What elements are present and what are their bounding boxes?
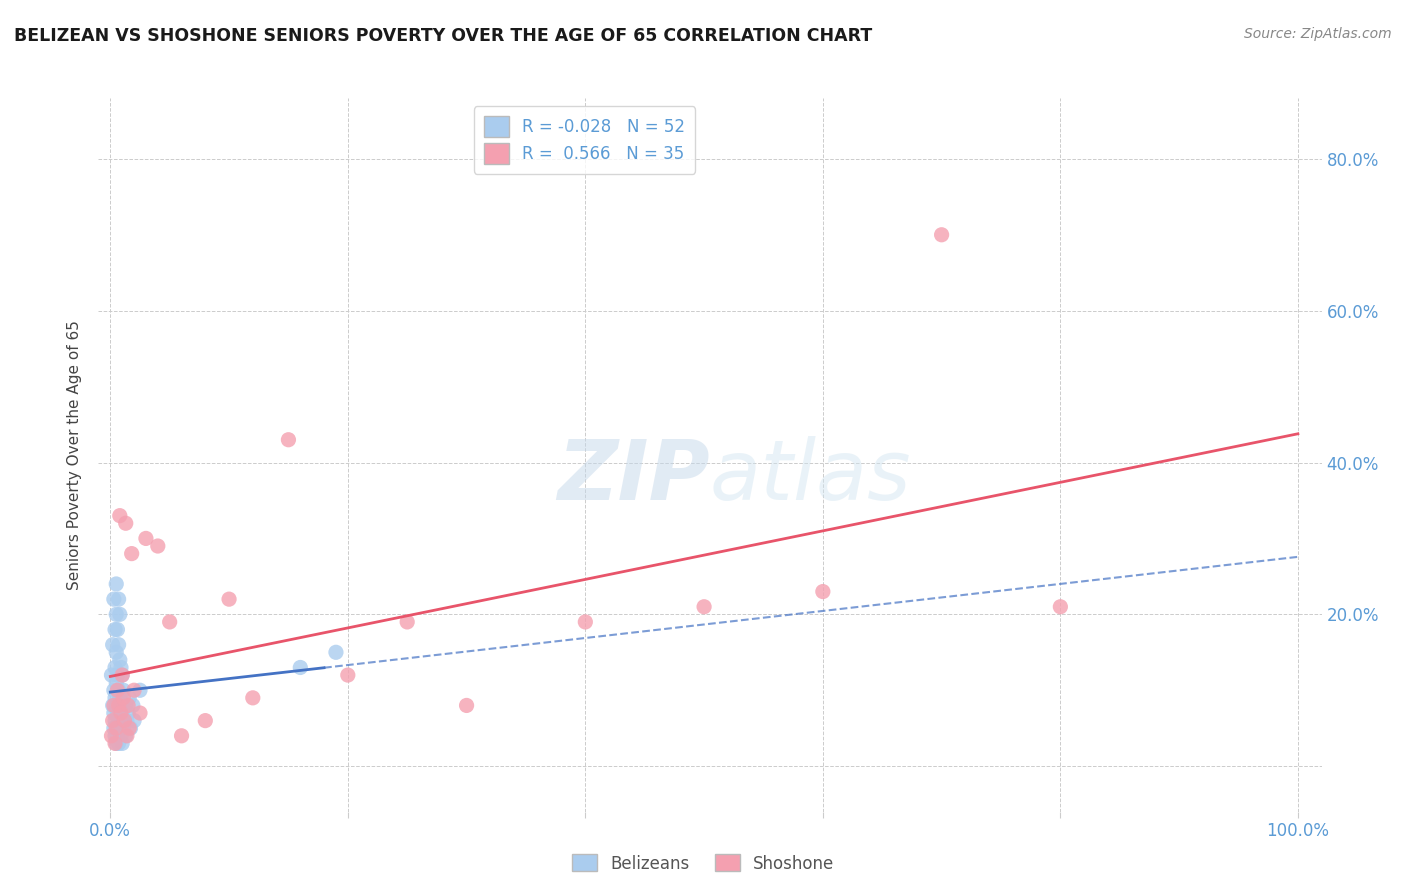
Point [103, 592, 125, 607]
Point [107, 706, 129, 720]
Point [108, 508, 131, 523]
Point [693, 599, 716, 614]
Point [104, 690, 127, 705]
Point [931, 227, 953, 242]
Point [336, 668, 359, 682]
Point [105, 721, 128, 735]
Point [118, 721, 141, 735]
Point [242, 690, 264, 705]
Point [104, 736, 127, 750]
Point [107, 623, 129, 637]
Point [1049, 599, 1071, 614]
Legend: R = -0.028   N = 52, R =  0.566   N = 35: R = -0.028 N = 52, R = 0.566 N = 35 [474, 106, 695, 174]
Point [114, 714, 136, 728]
Point [105, 607, 128, 622]
Point [117, 698, 139, 713]
Point [105, 645, 128, 659]
Point [110, 706, 132, 720]
Point [107, 638, 129, 652]
Point [114, 698, 136, 713]
Point [129, 683, 152, 698]
Point [101, 638, 124, 652]
Point [103, 698, 125, 713]
Point [107, 736, 129, 750]
Point [107, 714, 129, 728]
Point [110, 729, 132, 743]
Point [111, 668, 134, 682]
Point [111, 706, 134, 720]
Point [122, 683, 145, 698]
Point [108, 690, 131, 705]
Point [104, 714, 127, 728]
Point [115, 714, 138, 728]
Point [114, 729, 136, 743]
Point [101, 714, 124, 728]
Point [114, 516, 136, 531]
Point [105, 736, 128, 750]
Point [290, 660, 312, 674]
Point [122, 714, 145, 728]
Point [103, 721, 125, 735]
Point [574, 615, 596, 629]
Point [159, 615, 181, 629]
Legend: Belizeans, Shoshone: Belizeans, Shoshone [565, 847, 841, 880]
Point [112, 683, 135, 698]
Point [146, 539, 169, 553]
Text: ZIP: ZIP [557, 436, 710, 516]
Text: atlas: atlas [710, 436, 911, 516]
Point [218, 592, 240, 607]
Point [110, 698, 132, 713]
Point [121, 547, 143, 561]
Point [118, 690, 141, 705]
Point [105, 675, 128, 690]
Point [325, 645, 347, 659]
Point [105, 721, 128, 735]
Point [170, 729, 193, 743]
Y-axis label: Seniors Poverty Over the Age of 65: Seniors Poverty Over the Age of 65 [67, 320, 83, 590]
Point [135, 532, 157, 546]
Point [107, 729, 129, 743]
Point [105, 577, 128, 591]
Point [110, 660, 132, 674]
Point [108, 607, 131, 622]
Point [112, 690, 135, 705]
Point [104, 623, 127, 637]
Point [108, 721, 131, 735]
Point [277, 433, 299, 447]
Point [396, 615, 419, 629]
Point [456, 698, 478, 713]
Point [107, 592, 129, 607]
Point [811, 584, 834, 599]
Point [100, 729, 122, 743]
Point [100, 668, 122, 682]
Point [194, 714, 217, 728]
Point [120, 721, 142, 735]
Point [114, 714, 136, 728]
Point [104, 729, 127, 743]
Point [112, 721, 135, 735]
Point [107, 698, 129, 713]
Point [108, 653, 131, 667]
Point [107, 683, 129, 698]
Text: BELIZEAN VS SHOSHONE SENIORS POVERTY OVER THE AGE OF 65 CORRELATION CHART: BELIZEAN VS SHOSHONE SENIORS POVERTY OVE… [14, 27, 872, 45]
Point [104, 660, 127, 674]
Point [111, 668, 134, 682]
Point [129, 706, 152, 720]
Point [117, 706, 139, 720]
Point [111, 736, 134, 750]
Point [107, 683, 129, 698]
Point [101, 698, 124, 713]
Point [121, 698, 143, 713]
Text: Source: ZipAtlas.com: Source: ZipAtlas.com [1244, 27, 1392, 41]
Point [105, 698, 128, 713]
Point [107, 668, 129, 682]
Point [103, 683, 125, 698]
Point [115, 729, 138, 743]
Point [103, 706, 125, 720]
